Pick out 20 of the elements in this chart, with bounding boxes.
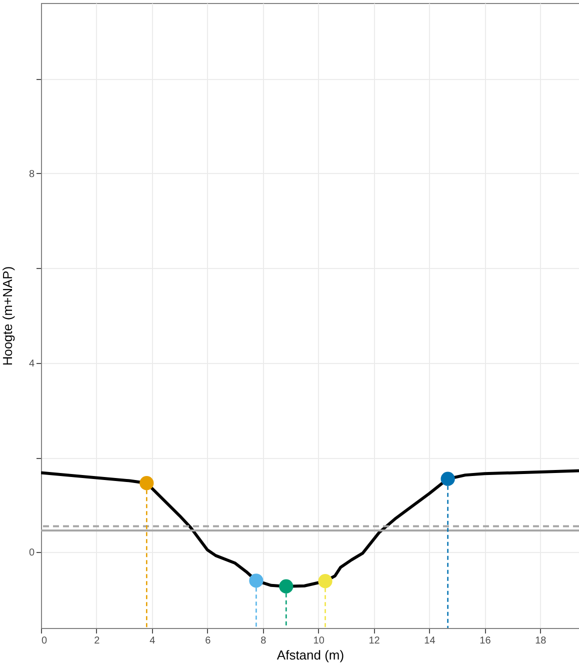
y-tick-label: 0 — [28, 548, 35, 559]
y-tick-label: 8 — [28, 168, 35, 180]
x-tick-label: 12 — [368, 636, 380, 646]
point — [279, 579, 294, 594]
y-tick-label: 4 — [28, 358, 35, 370]
x-tick-label: 6 — [205, 636, 212, 646]
x-tick-label: 18 — [535, 636, 547, 646]
x-tick-label: 8 — [260, 636, 267, 646]
x-tick-label: 10 — [313, 636, 325, 646]
x-tick-label: 0 — [42, 636, 48, 646]
x-tick-label: 2 — [94, 636, 100, 646]
x-axis-title: Afstand (m) — [276, 648, 344, 662]
point — [140, 476, 154, 490]
x-tick-label: 14 — [424, 636, 436, 646]
x-tick-label: 4 — [150, 636, 156, 646]
point — [440, 472, 455, 486]
point — [249, 574, 264, 588]
y-axis-title: Hoogte (m+NAP) — [0, 266, 15, 366]
x-tick-label: 16 — [480, 636, 492, 646]
point — [318, 574, 332, 588]
